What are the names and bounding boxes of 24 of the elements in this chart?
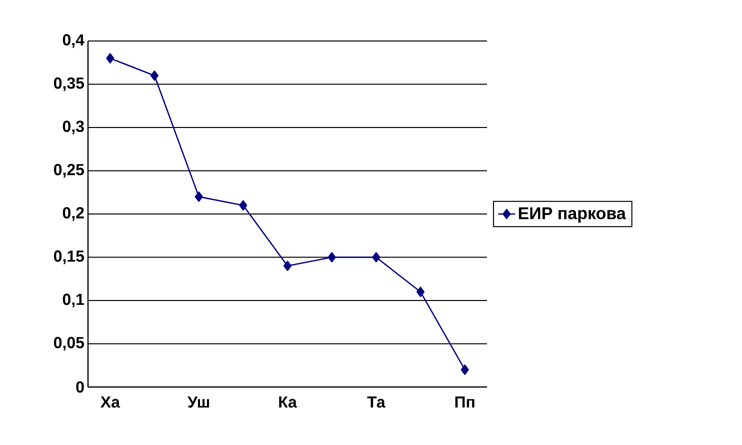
point	[150, 70, 159, 81]
point	[372, 252, 380, 262]
point	[416, 286, 425, 297]
y-tick-label: 0,1	[62, 294, 84, 308]
point	[106, 53, 114, 64]
y-tick-label: 0,05	[54, 336, 84, 351]
x-tick-label: Уш	[188, 396, 210, 408]
y-tick-label: 0,35	[54, 77, 84, 92]
y-tick-label: 0,25	[54, 164, 84, 178]
point	[194, 192, 203, 202]
point	[460, 364, 469, 375]
y-tick-label: 0	[76, 381, 84, 393]
point	[328, 252, 336, 262]
y-tick-label: 0,3	[62, 120, 84, 134]
x-tick-label: Ха	[100, 396, 120, 408]
legend-label: ЕИР паркова	[518, 207, 626, 223]
y-tick-label: 0,4	[62, 34, 84, 48]
y-tick-label: 0,2	[62, 207, 84, 221]
x-tick-label: Та	[367, 396, 386, 408]
x-tick-label: Пп	[455, 396, 474, 408]
point	[239, 200, 248, 210]
y-tick-label: 0,15	[54, 250, 84, 264]
x-tick-label: Ка	[279, 396, 298, 408]
point	[283, 260, 292, 272]
